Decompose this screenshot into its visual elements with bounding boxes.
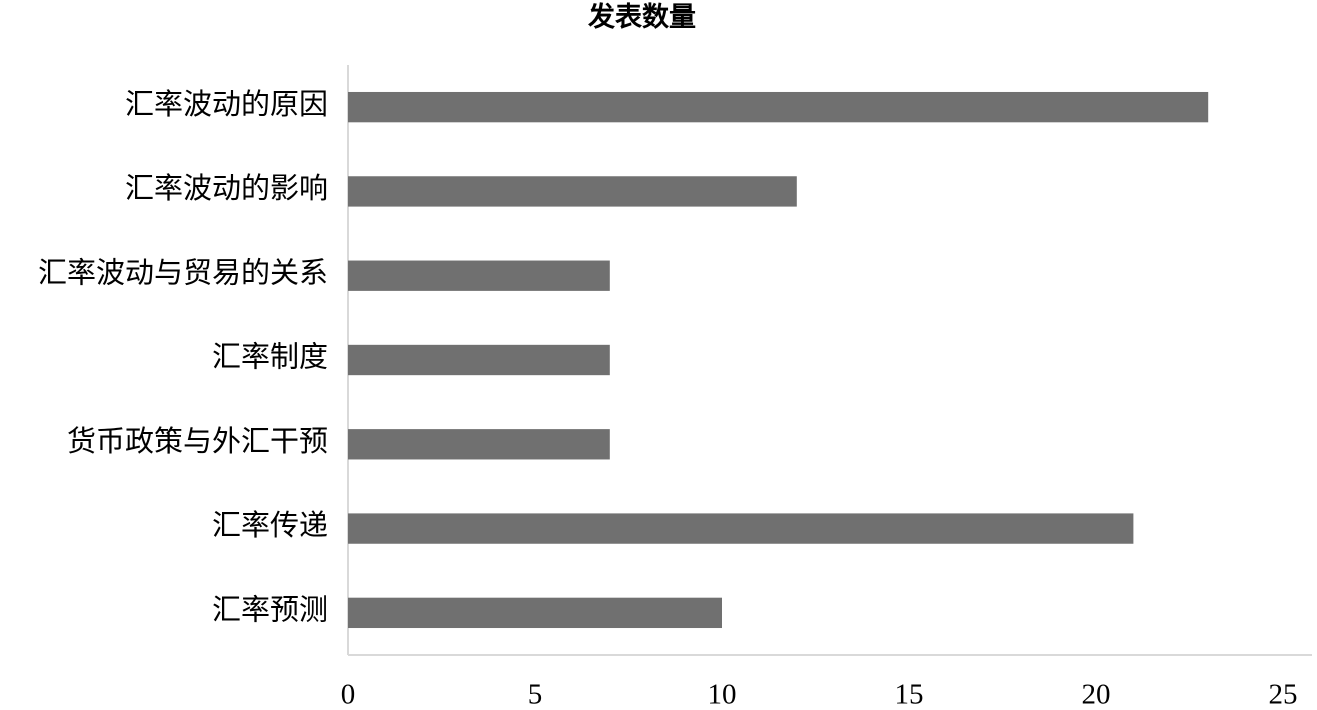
bar bbox=[348, 597, 722, 629]
y-tick-label: 货币政策与外汇干预 bbox=[67, 425, 328, 458]
x-tick-label: 10 bbox=[708, 679, 737, 710]
y-tick-label: 汇率波动与贸易的关系 bbox=[38, 256, 328, 289]
y-tick-label: 汇率制度 bbox=[212, 341, 328, 374]
bar bbox=[348, 344, 610, 376]
x-tick-label: 20 bbox=[1082, 679, 1111, 710]
y-tick-label: 汇率预测 bbox=[212, 594, 328, 627]
y-tick-label: 汇率传递 bbox=[212, 509, 328, 542]
bar bbox=[348, 429, 610, 460]
bar bbox=[348, 176, 797, 207]
chart-title: 发表数量 bbox=[587, 1, 696, 32]
bar bbox=[348, 513, 1134, 544]
x-tick-label: 5 bbox=[528, 679, 543, 710]
x-tick-label: 15 bbox=[895, 679, 924, 710]
y-tick-label: 汇率波动的影响 bbox=[125, 172, 328, 205]
x-tick-label: 25 bbox=[1269, 679, 1298, 710]
x-tick-label: 0 bbox=[341, 679, 356, 710]
bar bbox=[348, 91, 1209, 123]
bar bbox=[348, 260, 610, 291]
y-tick-label: 汇率波动的原因 bbox=[125, 88, 328, 121]
